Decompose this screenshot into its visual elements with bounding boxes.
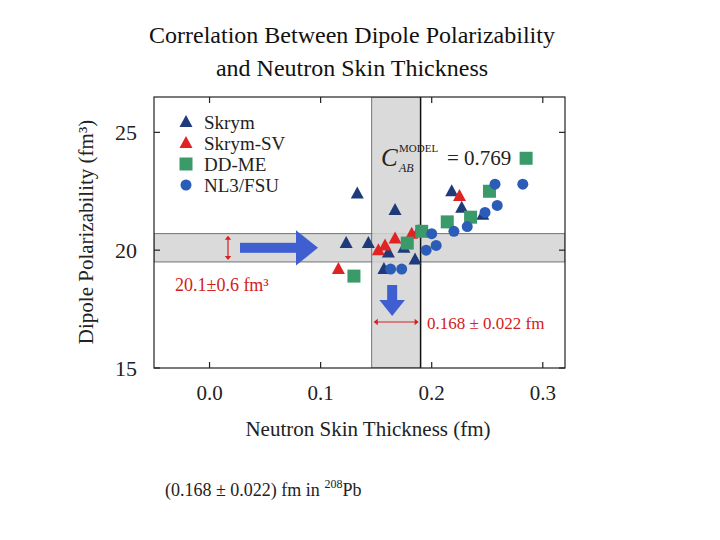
point: [462, 221, 473, 232]
legend-label: Skrym: [204, 112, 255, 133]
series: [340, 184, 490, 274]
point: [492, 200, 503, 211]
arrow-head: [374, 319, 378, 325]
point: [401, 237, 414, 250]
point: [480, 207, 491, 218]
legend-label: DD-ME: [204, 154, 266, 175]
tick: [154, 367, 160, 368]
tick: [431, 362, 432, 368]
annotation: C: [381, 144, 398, 171]
series: [385, 179, 528, 275]
tick-label: 20: [115, 238, 137, 263]
point: [389, 203, 402, 215]
point: [385, 264, 396, 275]
x-axis-label: Neutron Skin Thickness (fm): [245, 417, 490, 441]
title: and Neutron Skin Thickness: [216, 55, 488, 81]
arrow-head: [296, 230, 318, 265]
frame: [154, 97, 565, 368]
tick-label: 0.0: [196, 381, 222, 405]
tick: [431, 97, 432, 103]
tick: [559, 132, 565, 133]
point: [445, 184, 458, 196]
tick: [542, 362, 543, 368]
tick: [559, 250, 565, 251]
title: Correlation Between Dipole Polarizabilit…: [149, 22, 555, 48]
annotation: MODEL: [399, 142, 438, 154]
arrow: [375, 321, 418, 322]
point: [421, 245, 432, 256]
point: [340, 236, 353, 248]
annotation: AB: [398, 161, 414, 175]
point: [453, 189, 466, 201]
arrow-head: [379, 300, 405, 316]
arrow-head: [225, 256, 231, 260]
tick: [542, 97, 543, 103]
tick: [154, 250, 160, 251]
legend-marker: [181, 180, 192, 191]
point: [379, 238, 392, 250]
arrow-head: [225, 236, 231, 240]
tick-label: 0.1: [307, 381, 333, 405]
point: [362, 236, 375, 248]
tick: [154, 132, 160, 133]
y-axis-label: Dipole Polarizability (fm³): [74, 120, 98, 344]
arrow: [387, 285, 397, 300]
point: [396, 264, 407, 275]
point: [517, 179, 528, 190]
band: [372, 97, 421, 368]
point: [347, 270, 360, 283]
point: [351, 187, 364, 199]
tick-label: 0.3: [530, 381, 556, 405]
point: [426, 228, 437, 239]
band: [154, 234, 565, 262]
point: [389, 231, 402, 243]
legend-label: Skrym-SV: [204, 133, 286, 154]
tick-label: 0.2: [419, 381, 445, 405]
legend-label: NL3/FSU: [204, 175, 279, 196]
series: [332, 189, 466, 274]
footnote-isotope: 208: [324, 477, 342, 491]
legend-marker: [180, 115, 193, 127]
arrow: [227, 237, 228, 259]
band-label: 20.1±0.6 fm³: [175, 275, 269, 295]
point: [409, 253, 422, 265]
tick: [209, 97, 210, 103]
footnote-element: Pb: [342, 480, 361, 500]
legend-marker: [180, 136, 193, 148]
tick: [559, 367, 565, 368]
point: [520, 152, 533, 165]
series: [347, 152, 532, 283]
background: [0, 0, 720, 540]
chart: Correlation Between Dipole Polarizabilit…: [0, 0, 720, 540]
tick: [209, 362, 210, 368]
point: [332, 262, 345, 274]
tick-label: 15: [115, 356, 137, 381]
band-label: 0.168 ± 0.022 fm: [427, 314, 544, 333]
tick: [320, 97, 321, 103]
point: [431, 240, 442, 251]
tick: [320, 362, 321, 368]
annotation: = 0.769: [447, 146, 511, 170]
point: [490, 179, 501, 190]
point: [415, 225, 428, 238]
legend-marker: [180, 158, 193, 171]
footnote-text: (0.168 ± 0.022) fm in: [165, 480, 324, 501]
plot-area: [154, 97, 565, 368]
footnote: (0.168 ± 0.022) fm in 208Pb: [165, 477, 361, 501]
point: [448, 226, 459, 237]
arrow: [240, 243, 296, 253]
arrow-head: [415, 319, 419, 325]
tick-label: 25: [115, 120, 137, 145]
